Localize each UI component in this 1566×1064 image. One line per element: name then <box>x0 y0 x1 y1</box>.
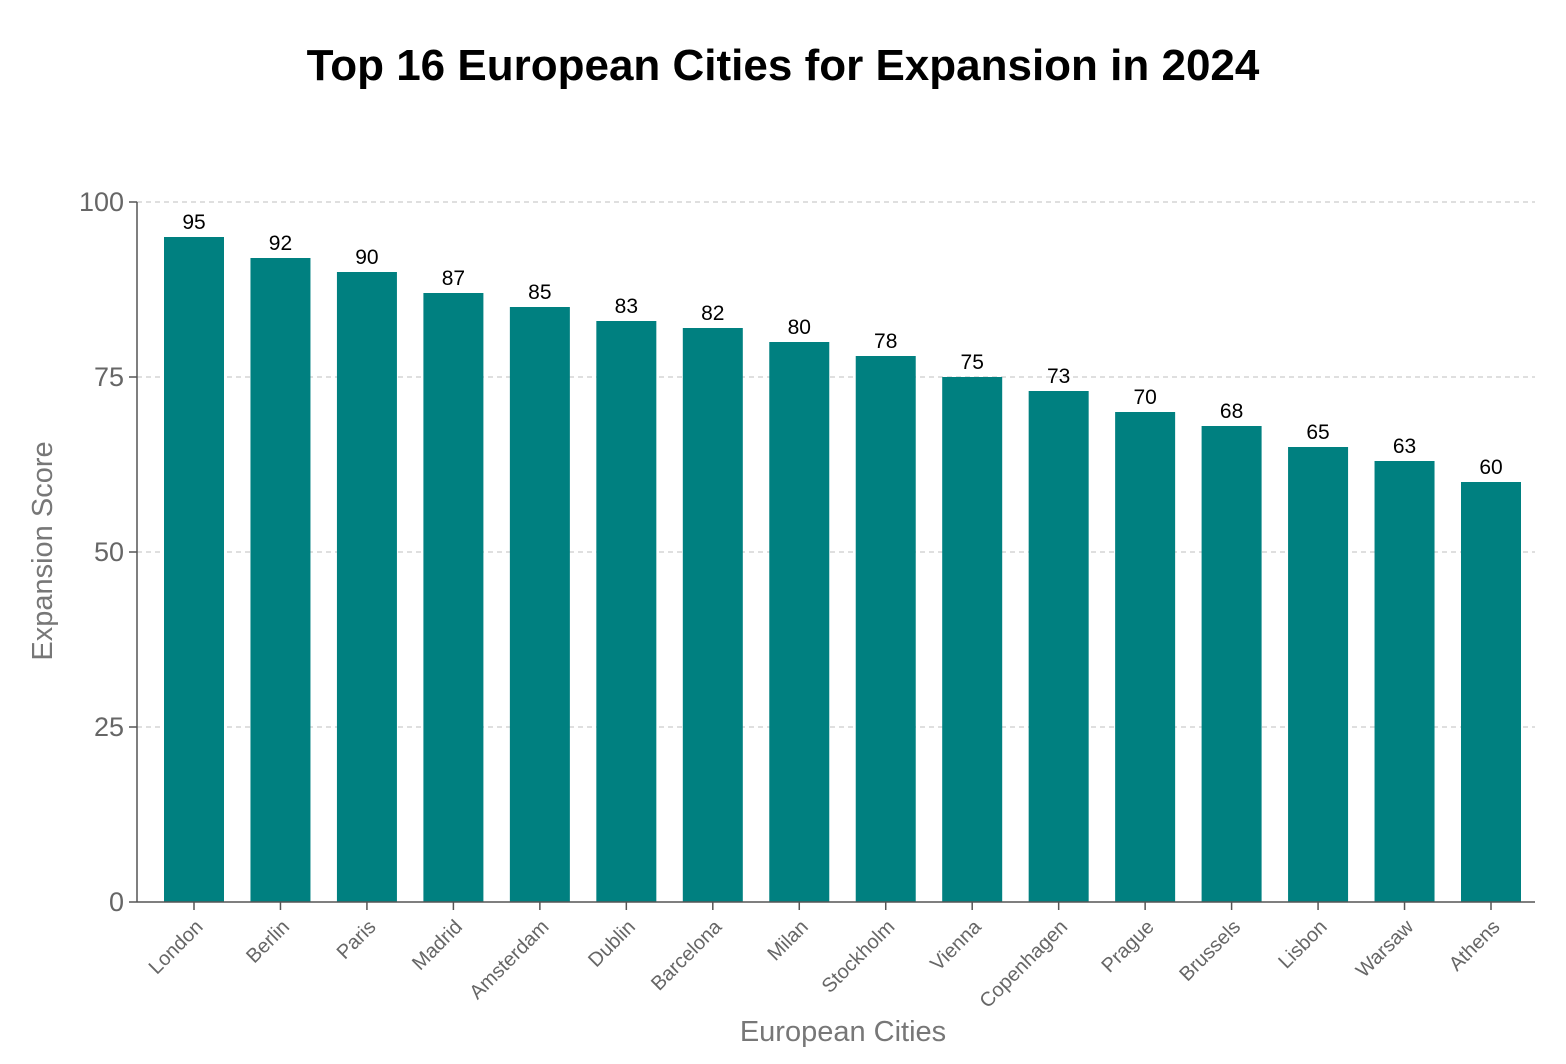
x-tick-label-london: London <box>145 916 208 979</box>
data-label-paris: 90 <box>355 246 378 269</box>
data-label-brussels: 68 <box>1220 400 1243 423</box>
bar-paris <box>336 272 397 902</box>
x-tick-label-milan: Milan <box>763 916 812 965</box>
data-label-lisbon: 65 <box>1306 421 1329 444</box>
x-tick-label-stockholm: Stockholm <box>818 916 900 998</box>
x-tick-label-paris: Paris <box>333 916 381 964</box>
data-label-barcelona: 82 <box>701 302 724 325</box>
bar-warsaw <box>1374 461 1435 902</box>
data-label-copenhagen: 73 <box>1047 365 1070 388</box>
y-axis-ticks: 0 25 50 75 100 <box>79 187 137 917</box>
data-label-milan: 80 <box>788 316 811 339</box>
x-tick-label-copenhagen: Copenhagen <box>976 916 1073 1013</box>
y-tick-label: 75 <box>94 362 124 392</box>
bar-milan <box>769 342 830 902</box>
data-label-prague: 70 <box>1133 386 1156 409</box>
data-label-amsterdam: 85 <box>528 281 551 304</box>
y-axis-title: Expansion Score <box>27 441 59 660</box>
data-label-athens: 60 <box>1479 456 1502 479</box>
data-label-stockholm: 78 <box>874 330 897 353</box>
x-tick-label-barcelona: Barcelona <box>647 915 727 995</box>
bar-barcelona <box>682 328 743 902</box>
bar-lisbon <box>1288 447 1349 902</box>
y-tick-label: 50 <box>94 537 124 567</box>
y-tick-label: 100 <box>79 187 124 217</box>
data-label-madrid: 87 <box>442 267 465 290</box>
x-tick-label-lisbon: Lisbon <box>1274 916 1331 973</box>
bar-berlin <box>250 258 311 902</box>
y-tick-label: 25 <box>94 712 124 742</box>
y-tick-label: 0 <box>109 887 124 917</box>
data-label-london: 95 <box>182 211 205 234</box>
x-tick-label-athens: Athens <box>1445 916 1505 976</box>
data-labels: 95 92 90 87 85 83 82 80 78 75 73 70 68 65 63 60 <box>182 211 1502 479</box>
bars <box>164 237 1521 902</box>
x-tick-label-vienna: Vienna <box>926 915 986 975</box>
data-label-vienna: 75 <box>961 351 984 374</box>
data-label-dublin: 83 <box>615 295 638 318</box>
x-tick-label-dublin: Dublin <box>584 916 640 972</box>
chart-title: Top 16 European Cities for Expansion in … <box>307 41 1260 90</box>
bar-london <box>164 237 224 902</box>
bar-dublin <box>596 321 657 902</box>
x-tick-label-madrid: Madrid <box>408 916 467 975</box>
x-axis-title: European Cities <box>740 1016 946 1048</box>
bar-amsterdam <box>509 307 570 902</box>
bar-stockholm <box>855 356 916 902</box>
x-tick-label-berlin: Berlin <box>242 916 294 968</box>
bar-athens <box>1461 482 1521 902</box>
data-label-warsaw: 63 <box>1393 435 1416 458</box>
bar-vienna <box>942 377 1003 902</box>
bar-brussels <box>1201 426 1262 902</box>
x-tick-label-prague: Prague <box>1098 916 1159 977</box>
x-tick-label-amsterdam: Amsterdam <box>466 916 554 1004</box>
x-tick-label-warsaw: Warsaw <box>1352 916 1418 982</box>
x-tick-label-brussels: Brussels <box>1175 916 1245 986</box>
bar-prague <box>1115 412 1176 902</box>
bar-copenhagen <box>1028 391 1089 902</box>
data-label-berlin: 92 <box>269 232 292 255</box>
bar-madrid <box>423 293 484 902</box>
